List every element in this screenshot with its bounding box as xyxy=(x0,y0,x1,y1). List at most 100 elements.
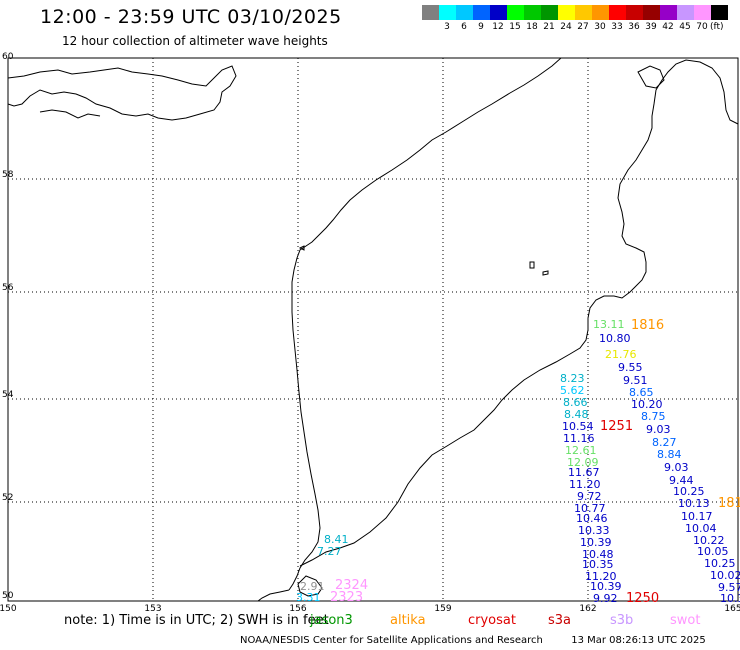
scale-swatch xyxy=(643,5,660,20)
lat-tick-label: 52 xyxy=(2,493,13,503)
scale-label: 30 xyxy=(594,22,606,32)
longitude-ticks: 150 153 156 159 162 165 xyxy=(0,604,740,614)
wave-height-label: 10.04 xyxy=(685,522,717,535)
map-frame xyxy=(7,57,739,602)
scale-label: 27 xyxy=(577,22,589,32)
lon-tick-label: 150 xyxy=(0,604,17,614)
wave-height-label: 10.39 xyxy=(580,536,612,549)
wave-height-label: 10.80 xyxy=(599,332,631,345)
wave-height-label: 10.13 xyxy=(678,497,710,510)
scale-label: 24 xyxy=(560,22,572,32)
credit-timestamp: 13 Mar 08:26:13 UTC 2025 xyxy=(571,635,706,646)
wave-height-label: 10.17 xyxy=(681,510,713,523)
scale-label: 36 xyxy=(628,22,640,32)
scale-label: 18 xyxy=(526,22,538,32)
wave-height-label: 2324 xyxy=(335,578,368,593)
bay-detail xyxy=(39,109,101,119)
scale-swatch xyxy=(541,5,558,20)
wave-height-label: 8.65 xyxy=(629,386,654,399)
wave-height-label: 11.16 xyxy=(563,432,595,445)
wave-height-label: 10.25 xyxy=(704,557,736,570)
wave-height-label: 9.03 xyxy=(646,423,671,436)
scale-label: 39 xyxy=(645,22,657,32)
scale-unit: (ft) xyxy=(710,22,724,32)
scale-label: 33 xyxy=(611,22,623,32)
wave-height-label: 13.11 xyxy=(593,318,625,331)
scale-swatch xyxy=(575,5,592,20)
scale-swatch xyxy=(694,5,711,20)
coastline xyxy=(7,57,739,602)
wave-height-label: 12.09 xyxy=(567,456,599,469)
wave-height-label: 10.77 xyxy=(574,502,606,515)
mission-label-s3b: s3b xyxy=(610,613,634,628)
scale-swatch xyxy=(677,5,694,20)
wave-height-label: 9.92 xyxy=(593,592,618,605)
scale-label: 3 xyxy=(444,22,450,32)
scale-swatch xyxy=(592,5,609,20)
wave-height-label: 11.20 xyxy=(569,478,601,491)
scale-swatch xyxy=(507,5,524,20)
scale-label: 45 xyxy=(679,22,691,32)
islet-2 xyxy=(542,270,549,276)
scale-swatch xyxy=(626,5,643,20)
wave-height-label: 10.02 xyxy=(710,569,740,582)
scale-label: 21 xyxy=(543,22,555,32)
wave-height-label: 12.61 xyxy=(565,444,597,457)
mission-label-cryosat: cryosat xyxy=(468,613,516,628)
wave-height-label: 1250 xyxy=(626,591,659,606)
scale-label: 42 xyxy=(662,22,674,32)
kuril-island-1 xyxy=(257,589,290,602)
footer-credit: NOAA/NESDIS Center for Satellite Applica… xyxy=(240,635,706,646)
lon-tick-label: 153 xyxy=(144,604,161,614)
scale-swatch xyxy=(558,5,575,20)
wave-height-label: 10.33 xyxy=(578,524,610,537)
scale-swatch xyxy=(609,5,626,20)
wave-height-label: 5.62 xyxy=(560,384,585,397)
scale-label: 15 xyxy=(509,22,521,32)
scale-label: 70 xyxy=(696,22,708,32)
wave-height-label: 10.05 xyxy=(697,545,729,558)
wave-height-label: 8.66 xyxy=(563,396,588,409)
wave-height-label: 3.31 xyxy=(296,591,321,604)
footer-note: note: 1) Time is in UTC; 2) SWH is in fe… xyxy=(64,613,329,628)
wave-height-label: 10.48 xyxy=(582,548,614,561)
wave-height-label: 8.41 xyxy=(324,533,349,546)
scale-swatch xyxy=(456,5,473,20)
islet-3 xyxy=(298,245,305,251)
lon-tick-label: 156 xyxy=(289,604,306,614)
wave-height-label: 8.84 xyxy=(657,448,682,461)
islet-1 xyxy=(529,261,535,269)
credit-text: NOAA/NESDIS Center for Satellite Applica… xyxy=(240,635,543,646)
map-title: 12:00 - 23:59 UTC 03/10/2025 xyxy=(40,6,342,28)
wave-height-label: 10.46 xyxy=(576,512,608,525)
wave-height-label: 9.03 xyxy=(664,461,689,474)
wave-height-label: 10.39 xyxy=(590,580,622,593)
lon-tick-label: 162 xyxy=(579,604,596,614)
scale-swatch xyxy=(422,5,439,20)
wave-height-label: 10.54 xyxy=(562,420,594,433)
scale-swatch xyxy=(439,5,456,20)
scale-label: 12 xyxy=(492,22,504,32)
lat-tick-label: 56 xyxy=(2,283,14,293)
wave-height-label: 8.27 xyxy=(652,436,677,449)
scale-label: 9 xyxy=(478,22,484,32)
wave-height-label: 181 xyxy=(718,496,740,511)
wave-height-label: 2.91 xyxy=(300,580,325,593)
wave-height-label: 1251 xyxy=(600,419,633,434)
kamchatka-west-coast xyxy=(288,57,562,591)
karaginsky-island xyxy=(637,65,665,89)
wave-height-label: 10.22 xyxy=(693,534,725,547)
wave-height-label: 8.48 xyxy=(564,408,589,421)
latitude-ticks: 60 58 56 54 52 50 xyxy=(2,52,14,601)
map-subtitle: 12 hour collection of altimeter wave hei… xyxy=(62,34,328,48)
scale-swatch xyxy=(660,5,677,20)
wave-height-label: 11.67 xyxy=(568,466,600,479)
lat-tick-label: 60 xyxy=(2,52,14,62)
wave-height-label: 2323 xyxy=(330,590,363,605)
lat-tick-label: 58 xyxy=(2,170,14,180)
wave-height-label: 9.57 xyxy=(718,581,740,594)
lon-tick-label: 159 xyxy=(434,604,451,614)
lat-tick-label: 54 xyxy=(2,390,14,400)
scale-swatch xyxy=(473,5,490,20)
